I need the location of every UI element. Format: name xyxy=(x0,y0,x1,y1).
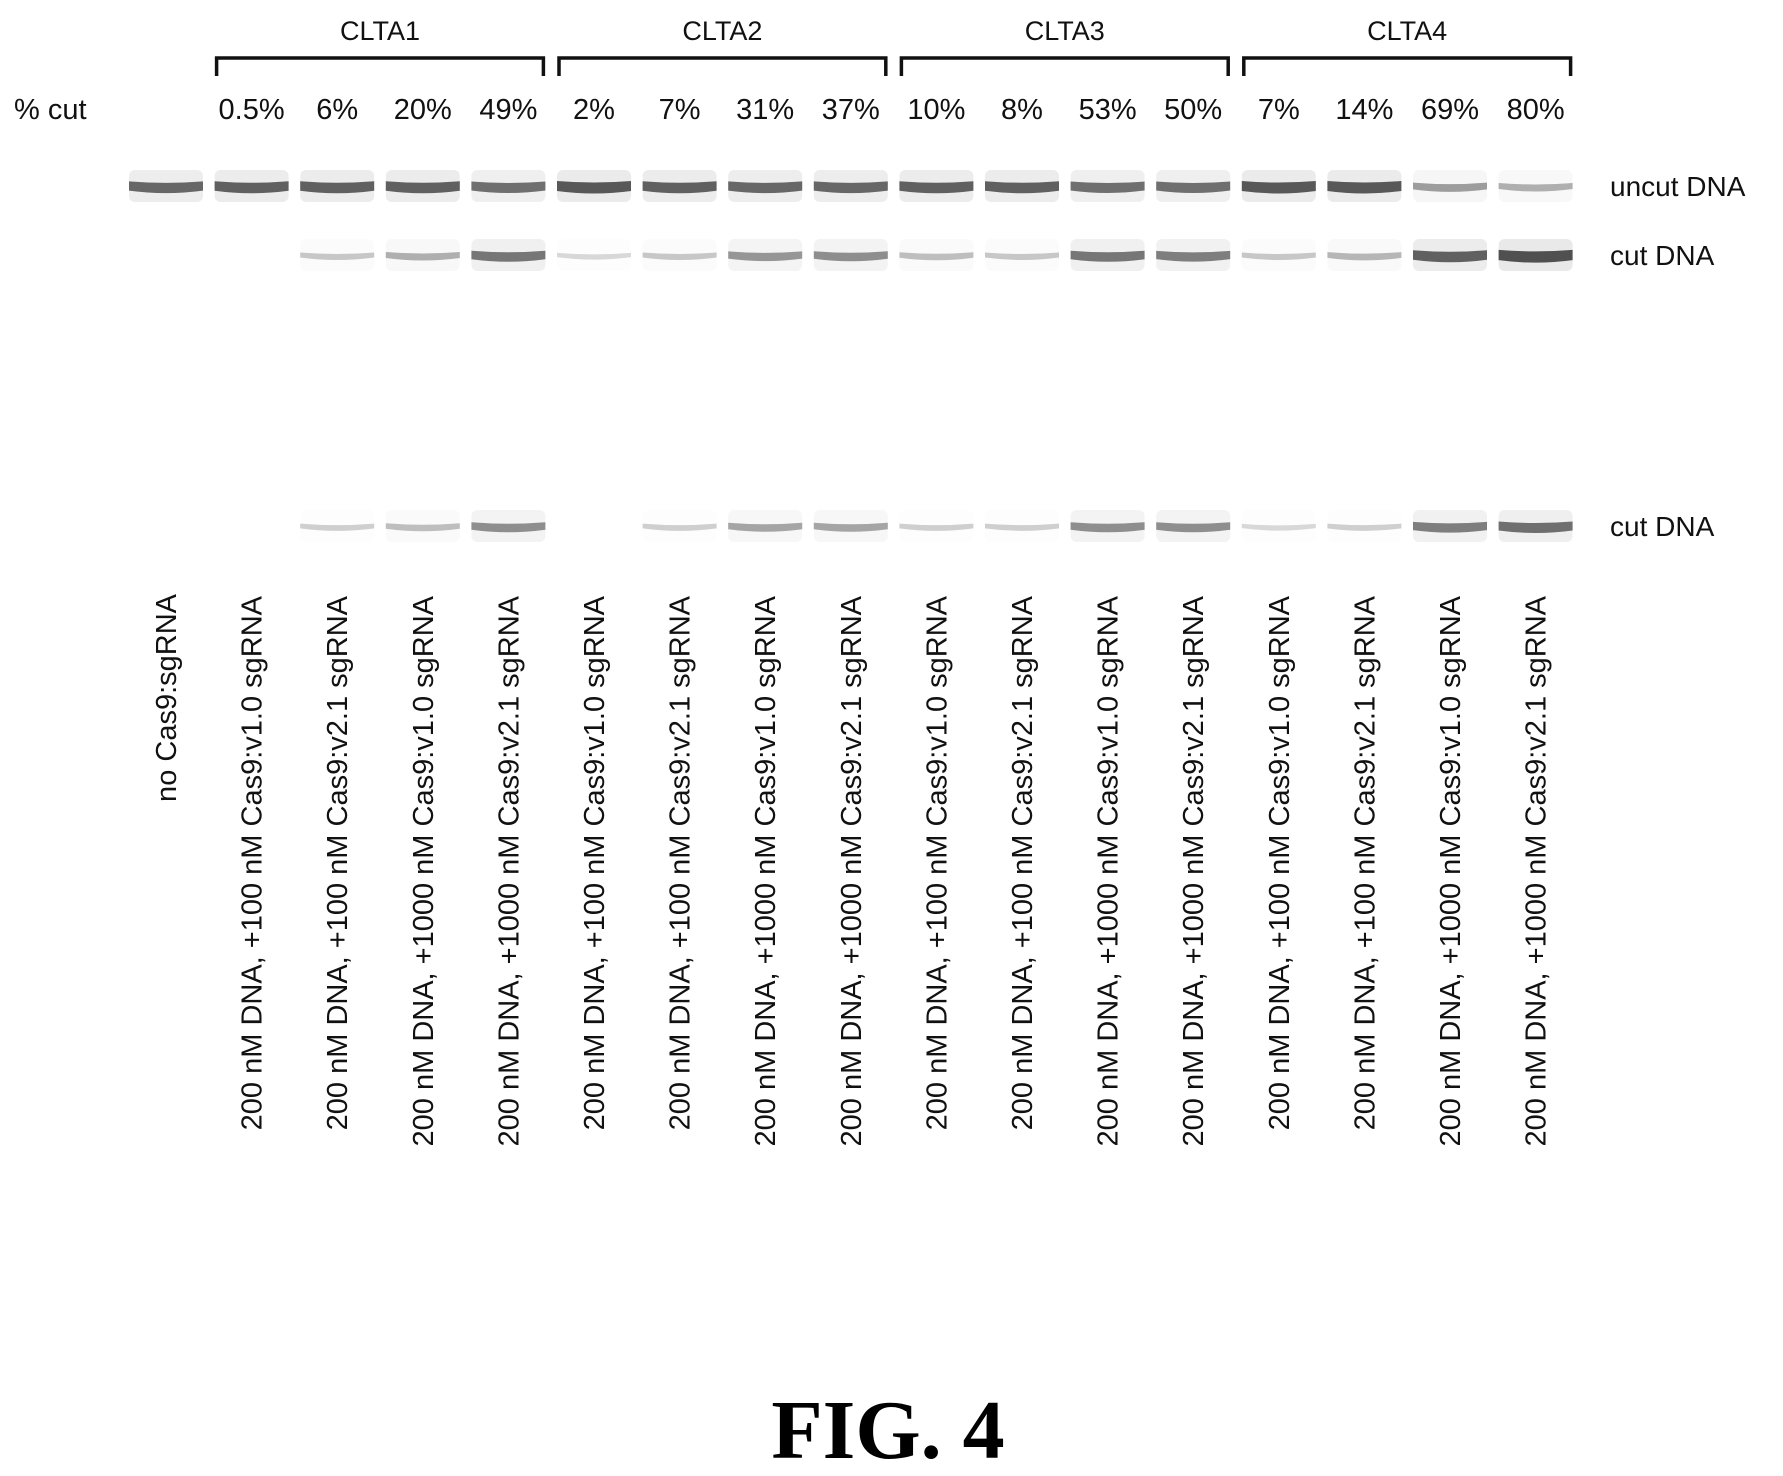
lane-label: 200 nM DNA, +100 nM Cas9:v2.1 sgRNA xyxy=(1007,595,1039,1130)
uncut-band xyxy=(1327,181,1401,193)
gel-lane xyxy=(300,170,374,542)
gel-lane xyxy=(1499,170,1573,542)
lane-label: 200 nM DNA, +100 nM Cas9:v2.1 sgRNA xyxy=(665,595,697,1130)
group-bracket: CLTA2 xyxy=(559,16,886,76)
cut-band-lower xyxy=(1071,522,1145,532)
percent-cut-value: 80% xyxy=(1507,94,1565,126)
uncut-band xyxy=(300,181,374,193)
uncut-band xyxy=(386,181,460,193)
uncut-band xyxy=(557,181,631,193)
uncut-band xyxy=(985,181,1059,193)
uncut-band xyxy=(1242,181,1316,193)
band-label: cut DNA xyxy=(1610,511,1715,542)
group-bracket: CLTA4 xyxy=(1244,16,1571,76)
lane-label: 200 nM DNA, +100 nM Cas9:v1.0 sgRNA xyxy=(921,595,953,1130)
gel-lane xyxy=(1071,170,1145,542)
gel-lane xyxy=(1413,170,1487,542)
lane-label: no Cas9:sgRNA xyxy=(151,593,183,802)
gel-lane xyxy=(899,170,973,542)
cut-band xyxy=(1499,250,1573,263)
uncut-band xyxy=(215,181,289,193)
gel-lane xyxy=(215,170,289,202)
cut-band xyxy=(1156,251,1230,262)
group-bracket: CLTA1 xyxy=(217,16,544,76)
group-name: CLTA1 xyxy=(340,16,420,46)
percent-cut-value: 31% xyxy=(736,94,794,126)
uncut-band xyxy=(1156,182,1230,193)
lane-label: 200 nM DNA, +1000 nM Cas9:v1.0 sgRNA xyxy=(750,595,782,1146)
percent-cut-value: 8% xyxy=(1001,94,1043,126)
gel-lane xyxy=(471,170,545,542)
cut-band xyxy=(1413,250,1487,262)
lane-label: 200 nM DNA, +100 nM Cas9:v2.1 sgRNA xyxy=(322,595,354,1130)
group-brackets: CLTA1 CLTA2 CLTA3 CLTA4 xyxy=(217,16,1571,76)
gel-lane xyxy=(557,170,631,271)
cut-band xyxy=(471,251,545,262)
cut-band-lower xyxy=(1413,522,1487,533)
percent-cut-value: 69% xyxy=(1421,94,1479,126)
lane-labels: no Cas9:sgRNA 200 nM DNA, +100 nM Cas9:v1… xyxy=(151,593,1553,1146)
cut-band xyxy=(1071,251,1145,262)
bracket-line xyxy=(217,58,544,76)
lane-label: 200 nM DNA, +1000 nM Cas9:v2.1 sgRNA xyxy=(1178,595,1210,1146)
percent-cut-value: 37% xyxy=(822,94,880,126)
gel-lane xyxy=(985,170,1059,542)
percent-cut-value: 53% xyxy=(1079,94,1137,126)
gel-lane xyxy=(814,170,888,542)
uncut-band xyxy=(129,181,203,193)
group-name: CLTA3 xyxy=(1025,16,1105,46)
lane-label: 200 nM DNA, +100 nM Cas9:v1.0 sgRNA xyxy=(237,595,269,1130)
percent-cut-value: 20% xyxy=(394,94,452,126)
group-bracket: CLTA3 xyxy=(901,16,1228,76)
percent-cut-value: 14% xyxy=(1335,94,1393,126)
percent-cut-value: 49% xyxy=(479,94,537,126)
percent-cut-value: 2% xyxy=(573,94,615,126)
band-label: uncut DNA xyxy=(1610,171,1746,202)
uncut-band xyxy=(1071,182,1145,193)
lane-label: 200 nM DNA, +1000 nM Cas9:v2.1 sgRNA xyxy=(493,595,525,1146)
lane-label: 200 nM DNA, +100 nM Cas9:v1.0 sgRNA xyxy=(1264,595,1296,1130)
lane-label: 200 nM DNA, +1000 nM Cas9:v1.0 sgRNA xyxy=(1093,595,1125,1146)
lane-label: 200 nM DNA, +1000 nM Cas9:v1.0 sgRNA xyxy=(1435,595,1467,1146)
band-labels: uncut DNA cut DNA cut DNA xyxy=(1610,171,1746,542)
lane-label: 200 nM DNA, +1000 nM Cas9:v2.1 sgRNA xyxy=(1521,595,1553,1146)
cut-band-lower xyxy=(1499,522,1573,533)
lane-label: 200 nM DNA, +1000 nM Cas9:v1.0 sgRNA xyxy=(408,595,440,1146)
bracket-line xyxy=(901,58,1228,76)
figure-caption: FIG. 4 xyxy=(771,1384,1004,1476)
percent-cut-row: 0.5% 6% 20% 49% 2% 7% 31% 37% 10% 8% 53% 50% 7% 14% 69… xyxy=(219,94,1565,126)
percent-cut-value: 6% xyxy=(316,94,358,126)
gel-lanes xyxy=(129,170,1573,542)
band-label: cut DNA xyxy=(1610,240,1715,271)
gel-lane xyxy=(643,170,717,542)
percent-cut-value: 0.5% xyxy=(219,94,285,126)
uncut-band xyxy=(643,181,717,193)
uncut-band xyxy=(471,182,545,193)
cut-band-lower xyxy=(1156,522,1230,532)
percent-cut-value: 7% xyxy=(659,94,701,126)
uncut-band xyxy=(728,181,802,193)
lane-label: 200 nM DNA, +100 nM Cas9:v2.1 sgRNA xyxy=(1349,595,1381,1130)
bracket-line xyxy=(1244,58,1571,76)
cut-row-label: % cut xyxy=(14,94,87,126)
cut-band xyxy=(814,251,888,261)
gel-lane xyxy=(1242,170,1316,542)
group-name: CLTA4 xyxy=(1367,16,1447,46)
percent-cut-value: 50% xyxy=(1164,94,1222,126)
percent-cut-value: 10% xyxy=(907,94,965,126)
gel-lane xyxy=(386,170,460,542)
group-name: CLTA2 xyxy=(682,16,762,46)
gel-lane xyxy=(728,170,802,542)
bracket-line xyxy=(559,58,886,76)
cut-band-lower xyxy=(471,522,545,532)
lane-label: 200 nM DNA, +1000 nM Cas9:v2.1 sgRNA xyxy=(836,595,868,1146)
gel-lane xyxy=(1327,170,1401,542)
gel-lane xyxy=(129,170,203,202)
lane-label: 200 nM DNA, +100 nM Cas9:v1.0 sgRNA xyxy=(579,595,611,1130)
gel-lane xyxy=(1156,170,1230,542)
percent-cut-value: 7% xyxy=(1258,94,1300,126)
uncut-band xyxy=(814,181,888,193)
uncut-band xyxy=(899,181,973,193)
